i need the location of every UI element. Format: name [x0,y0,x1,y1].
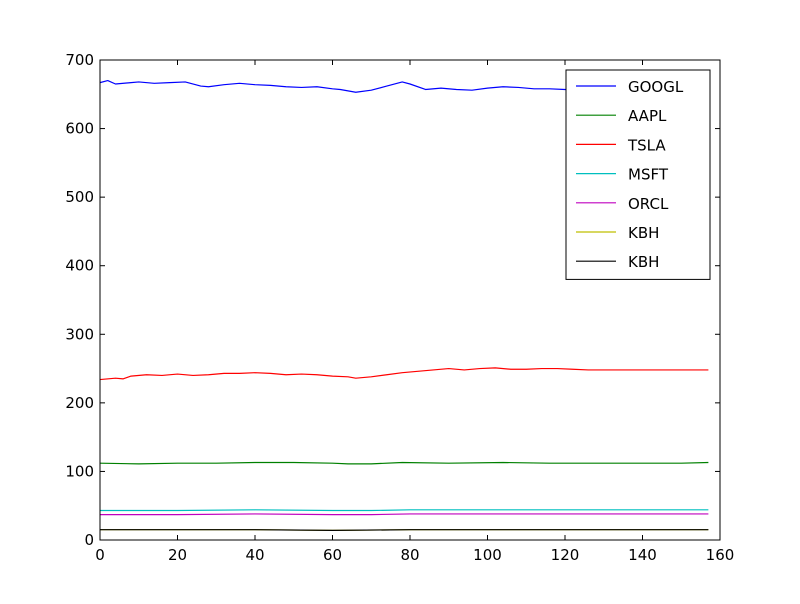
x-tick-label: 140 [628,546,657,564]
legend-box [565,69,711,280]
legend-label-kbh-6: KBH [628,253,659,271]
legend-label-msft-3: MSFT [628,166,669,184]
x-tick-label: 20 [168,546,187,564]
legend: GOOGL AAPL TSLA MSFT ORCL KBH KBH [565,69,711,280]
series-line-msft-3 [100,509,709,512]
y-tick-label: 100 [65,462,94,480]
x-tick-label: 120 [551,546,580,564]
series-line-kbh-6 [100,529,709,532]
y-tick-label: 500 [65,188,94,206]
y-tick-label: 400 [65,257,94,275]
y-tick-label: 600 [65,120,94,138]
ticks-layer: 0 20 40 60 80 100 120 140 160 0 100 200 300 400 500 600… [65,51,734,564]
legend-label-kbh-5: KBH [628,224,659,242]
series-line-tsla-2 [99,367,709,381]
y-tick-label: 700 [65,51,94,69]
x-tick-label: 80 [400,546,419,564]
legend-label-googl-0: GOOGL [628,78,684,96]
y-tick-label: 200 [65,394,94,412]
x-tick-label: 100 [473,546,502,564]
legend-label-tsla-2: TSLA [627,136,666,154]
legend-label-orcl-4: ORCL [628,195,669,213]
series-layer [99,79,709,532]
x-tick-label: 160 [706,546,735,564]
x-tick-label: 40 [245,546,264,564]
y-tick-label: 300 [65,325,94,343]
y-tick-label: 0 [84,531,94,549]
series-line-aapl-1 [99,461,709,465]
series-line-orcl-4 [100,513,709,516]
x-tick-label: 60 [323,546,342,564]
x-tick-label: 0 [95,546,105,564]
legend-label-aapl-1: AAPL [628,107,667,125]
